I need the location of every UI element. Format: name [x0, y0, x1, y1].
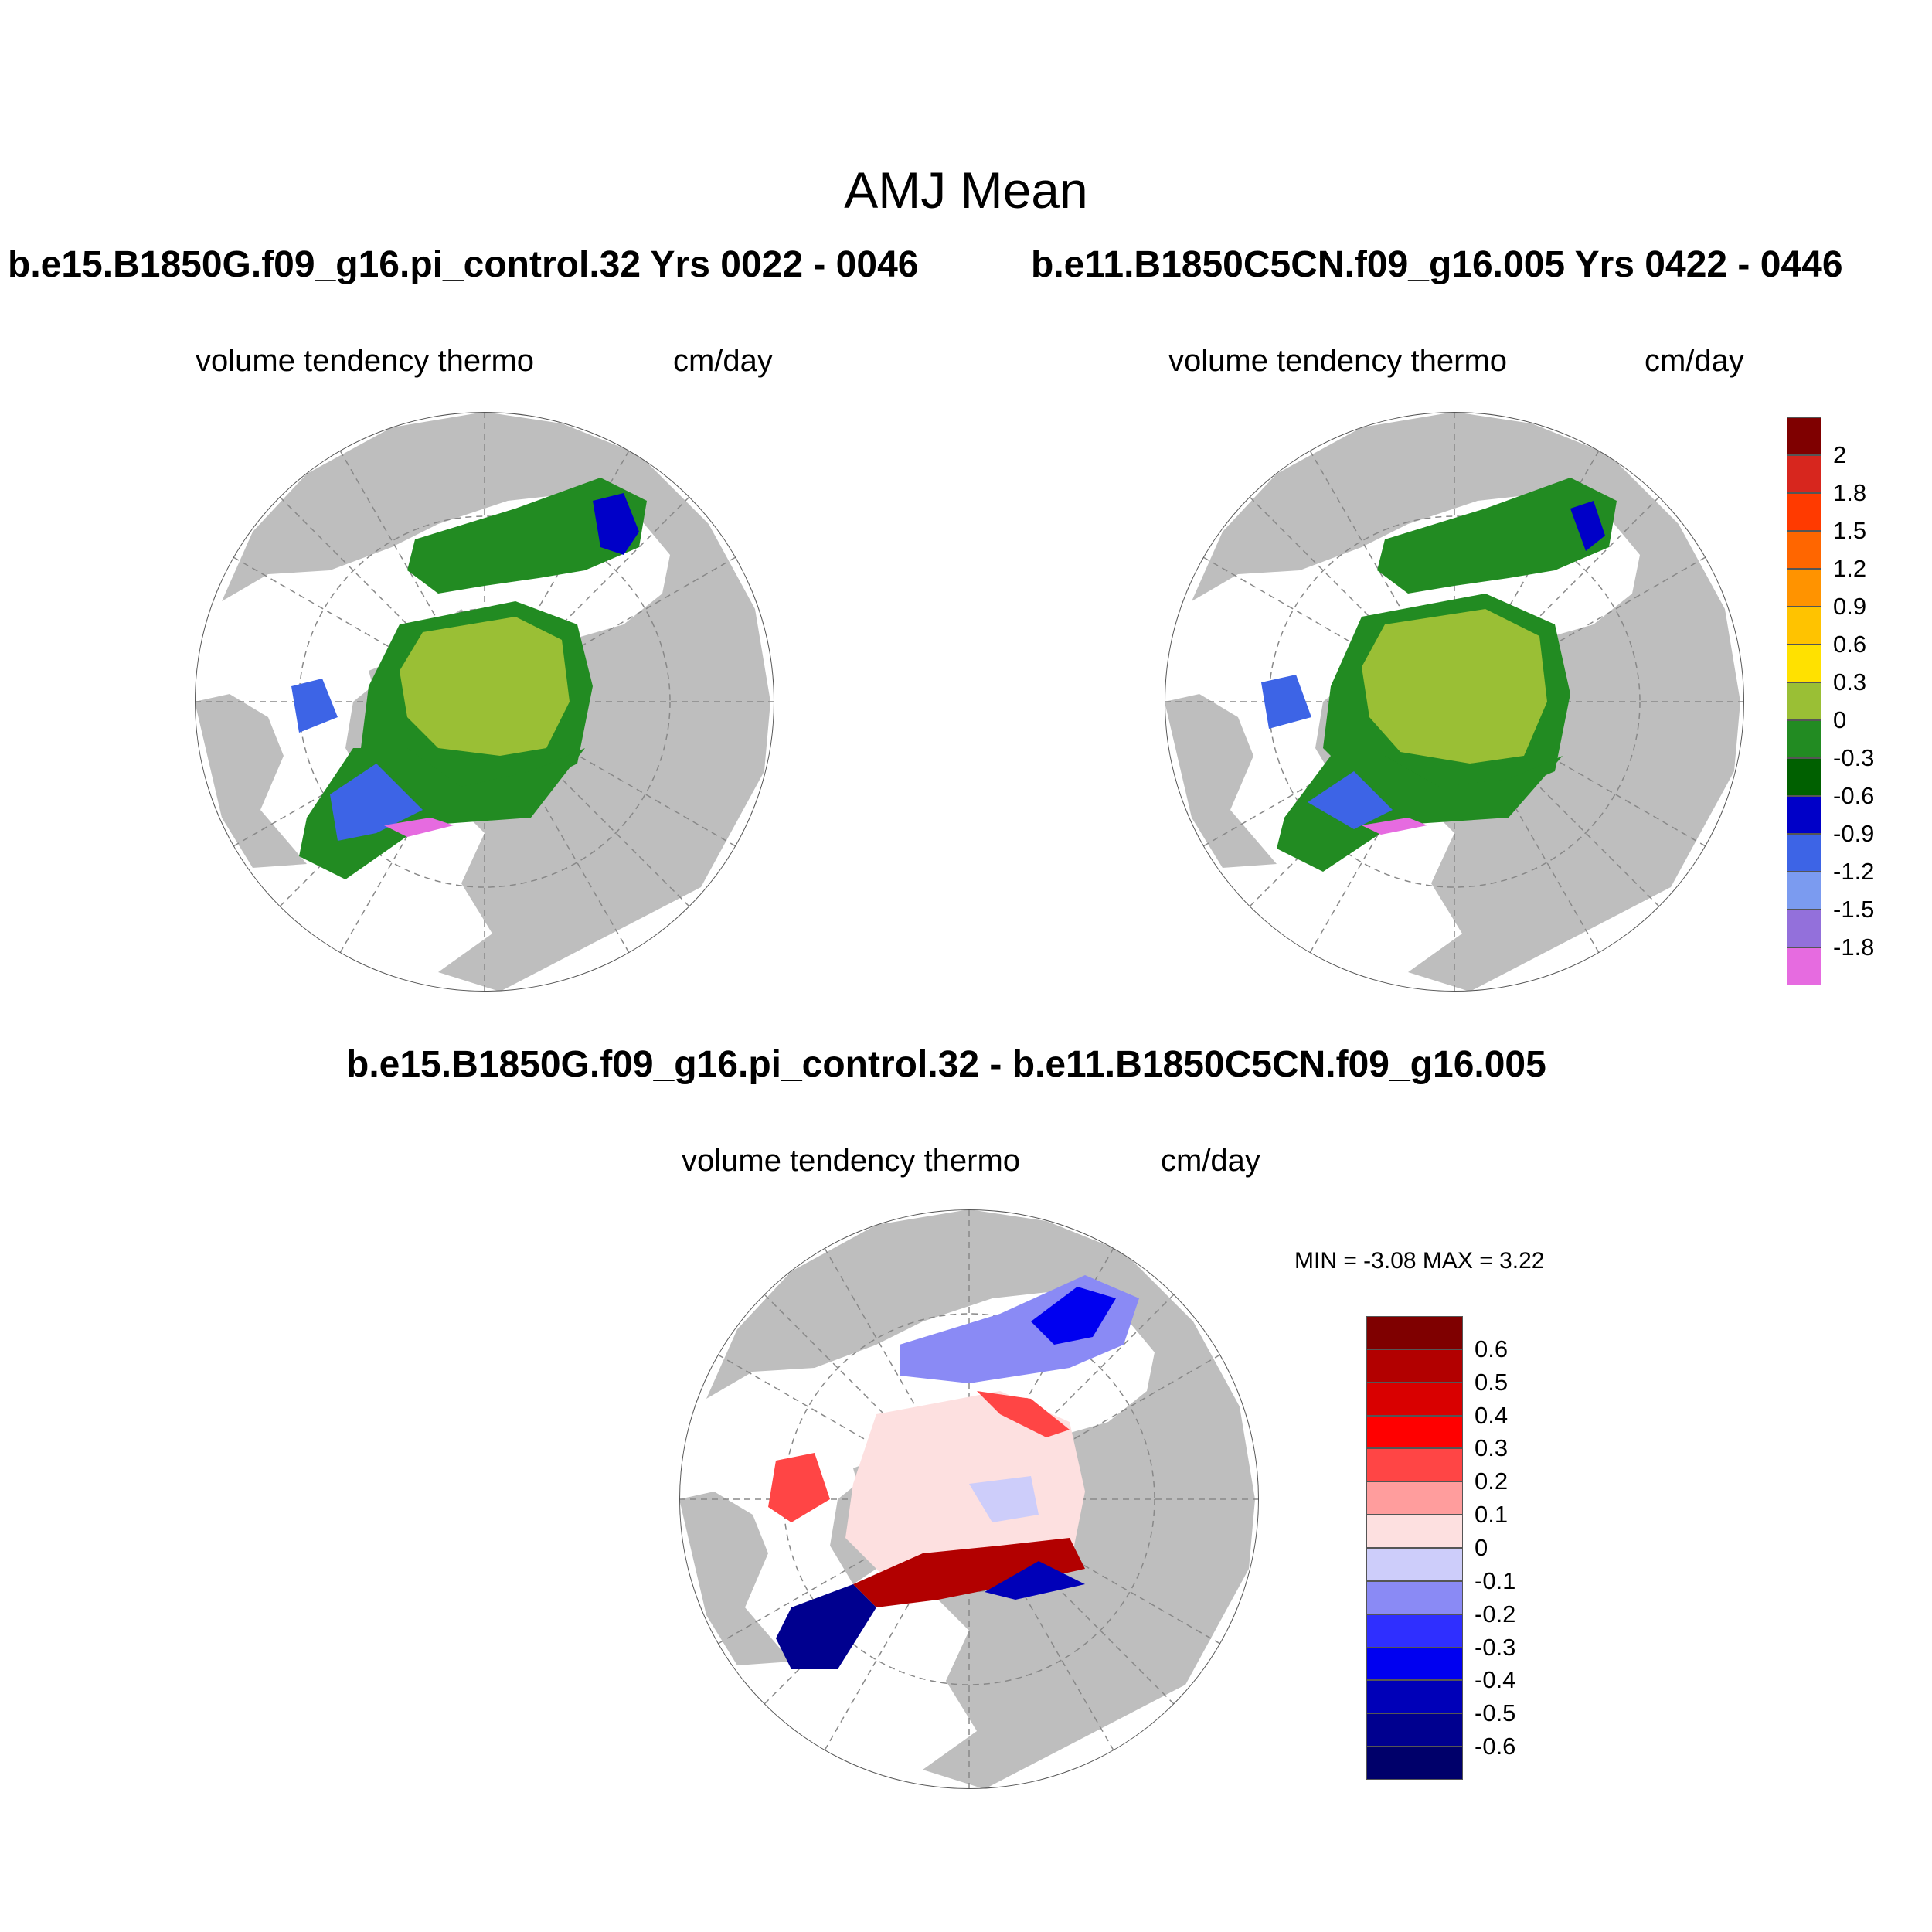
colorbar_top-color-box — [1787, 758, 1821, 796]
panel3-variable-label: volume tendency thermo — [682, 1144, 1021, 1178]
panel1-case-title: b.e15.B1850G.f09_g16.pi_control.32 Yrs 0… — [8, 244, 919, 285]
colorbar_top-color-box — [1787, 645, 1821, 682]
colorbar-top: 2 1.8 1.5 1.2 0.9 0.6 0.3 0 -0.3 -0.6 -0.9 -1.2 -1.5… — [1787, 417, 1874, 985]
colorbar_top-color-box — [1787, 947, 1821, 985]
colorbar_top-tick-label: -1.2 — [1833, 858, 1875, 885]
colorbar_top-color-box — [1787, 872, 1821, 910]
colorbar_diff-color-box — [1366, 1747, 1463, 1780]
colorbar_diff-tick-label: 0 — [1475, 1534, 1488, 1561]
colorbar_diff-tick-label: 0.2 — [1475, 1468, 1509, 1495]
colorbar_diff-tick-label: -0.6 — [1475, 1733, 1516, 1760]
colorbar_diff-tick-label: 0.1 — [1475, 1501, 1509, 1529]
colorbar_diff-color-box — [1366, 1448, 1463, 1482]
panel3-map — [679, 1209, 1259, 1789]
colorbar_diff-tick-label: 0.6 — [1475, 1335, 1509, 1362]
colorbar_diff-color-box — [1366, 1680, 1463, 1714]
colorbar_top-color-box — [1787, 796, 1821, 834]
colorbar_diff-tick-label: -0.2 — [1475, 1600, 1516, 1628]
colorbar_top-color-box — [1787, 834, 1821, 872]
colorbar_diff-tick-label: -0.1 — [1475, 1566, 1516, 1594]
colorbar_diff-tick-label: 0.5 — [1475, 1368, 1509, 1396]
colorbar_top-tick-label: 0.9 — [1833, 593, 1867, 620]
colorbar_top-tick-label: 0.6 — [1833, 631, 1867, 658]
panel2-ice-field — [1261, 478, 1617, 872]
colorbar_top-color-box — [1787, 531, 1821, 569]
colorbar_diff-color-box — [1366, 1349, 1463, 1383]
colorbar_top-tick-label: 2 — [1833, 441, 1847, 468]
colorbar_diff-tick-label: 0.3 — [1475, 1434, 1509, 1462]
panel1-variable-label: volume tendency thermo — [196, 344, 535, 378]
min-max-label: MIN = -3.08 MAX = 3.22 — [1294, 1248, 1545, 1274]
colorbar_top-color-box — [1787, 607, 1821, 645]
colorbar_top-tick-label: 1.2 — [1833, 555, 1867, 582]
panel2-variable-label: volume tendency thermo — [1168, 344, 1508, 378]
colorbar_top-color-box — [1787, 720, 1821, 758]
colorbar_top-color-box — [1787, 682, 1821, 720]
colorbar_top-color-box — [1787, 417, 1821, 455]
panel2-case-title: b.e11.B1850C5CN.f09_g16.005 Yrs 0422 - 0… — [1031, 244, 1843, 285]
colorbar_top-tick-label: -1.5 — [1833, 896, 1875, 923]
colorbar_top-tick-label: 1.8 — [1833, 479, 1867, 506]
figure-title: AMJ Mean — [844, 162, 1088, 219]
panel1-units-label: cm/day — [673, 344, 773, 378]
colorbar_diff-tick-label: -0.5 — [1475, 1699, 1516, 1727]
panel3-units-label: cm/day — [1161, 1144, 1260, 1178]
colorbar_top-tick-label: -1.8 — [1833, 934, 1875, 961]
panel1-ice-field — [291, 478, 647, 879]
colorbar_top-tick-label: 1.5 — [1833, 517, 1867, 544]
colorbar_diff-color-box — [1366, 1316, 1463, 1349]
colorbar-difference: 0.6 0.5 0.4 0.3 0.2 0.1 0 -0.1 -0.2 -0.3 -0.4 -0.5 -… — [1366, 1316, 1515, 1780]
panel1-map — [195, 412, 774, 992]
colorbar_top-color-box — [1787, 569, 1821, 607]
panel2-map — [1165, 412, 1744, 992]
colorbar_diff-color-box — [1366, 1415, 1463, 1449]
colorbar_top-color-box — [1787, 910, 1821, 947]
colorbar_top-tick-label: -0.9 — [1833, 820, 1875, 847]
colorbar_diff-tick-label: 0.4 — [1475, 1401, 1509, 1429]
colorbar_diff-tick-label: -0.3 — [1475, 1633, 1516, 1661]
colorbar_diff-color-box — [1366, 1580, 1463, 1614]
colorbar_diff-color-box — [1366, 1515, 1463, 1548]
colorbar_top-tick-label: 0 — [1833, 706, 1847, 733]
colorbar_diff-color-box — [1366, 1481, 1463, 1515]
colorbar_diff-color-box — [1366, 1713, 1463, 1747]
panel3-difference-field — [768, 1275, 1139, 1669]
colorbar_top-color-box — [1787, 493, 1821, 531]
colorbar_diff-color-box — [1366, 1548, 1463, 1581]
panel3-case-title: b.e15.B1850G.f09_g16.pi_control.32 - b.e… — [346, 1044, 1546, 1085]
colorbar_top-tick-label: -0.3 — [1833, 744, 1875, 771]
panel2-units-label: cm/day — [1645, 344, 1744, 378]
colorbar_diff-color-box — [1366, 1647, 1463, 1681]
colorbar_top-tick-label: -0.6 — [1833, 782, 1875, 809]
colorbar_top-color-box — [1787, 455, 1821, 493]
colorbar_diff-color-box — [1366, 1614, 1463, 1648]
colorbar_diff-tick-label: -0.4 — [1475, 1666, 1516, 1694]
colorbar_top-tick-label: 0.3 — [1833, 668, 1867, 696]
colorbar_diff-color-box — [1366, 1382, 1463, 1416]
